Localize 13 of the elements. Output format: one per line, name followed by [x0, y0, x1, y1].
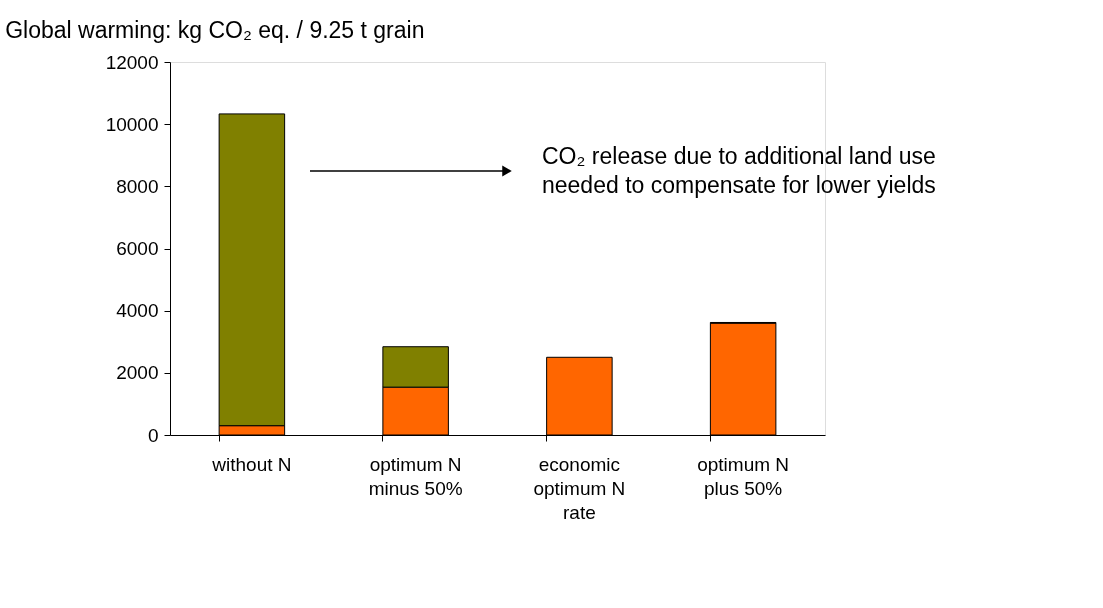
- y-tick-label: 8000: [116, 175, 159, 197]
- y-tick-label: 6000: [116, 238, 159, 259]
- x-tick-label: without N: [211, 453, 292, 475]
- x-tick-label: optimum N minus 50%: [368, 453, 463, 499]
- y-tick-label: 4000: [116, 300, 159, 322]
- x-tick-label: optimum N plus 50%: [697, 453, 790, 499]
- y-tick-label: 2000: [116, 362, 159, 384]
- y-tick-label: 12000: [105, 51, 159, 73]
- annotation: CO₂ release due to additional land use needed to compensate for lower yields: [542, 143, 936, 198]
- chart-title: Global warming: kg CO₂ eq. / 9.25 t grain: [5, 17, 425, 43]
- y-tick-label: 0: [147, 424, 159, 446]
- y-tick-label: 10000: [105, 113, 159, 135]
- x-tick-label: economic optimum N rate: [533, 453, 626, 523]
